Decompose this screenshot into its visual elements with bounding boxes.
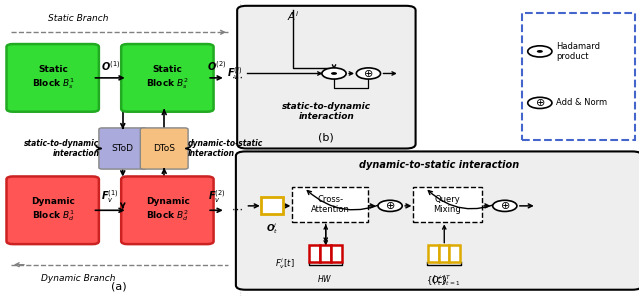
- FancyBboxPatch shape: [236, 151, 640, 290]
- FancyBboxPatch shape: [261, 197, 283, 214]
- FancyBboxPatch shape: [438, 245, 449, 262]
- Text: dynamic-to-static
interaction: dynamic-to-static interaction: [188, 139, 262, 158]
- FancyBboxPatch shape: [309, 245, 320, 262]
- Text: $F_v^i[t]$: $F_v^i[t]$: [275, 256, 294, 271]
- Text: DToS: DToS: [153, 144, 175, 153]
- Text: Static
Block $B_s^2$: Static Block $B_s^2$: [147, 65, 189, 91]
- Text: (a): (a): [111, 281, 127, 291]
- Text: $\oplus$: $\oplus$: [534, 97, 545, 108]
- Text: static-to-dynamic
interaction: static-to-dynamic interaction: [24, 139, 100, 158]
- Text: Add & Norm: Add & Norm: [556, 98, 607, 108]
- Text: $\boldsymbol{O}^{(2)}$: $\boldsymbol{O}^{(2)}$: [207, 59, 227, 72]
- Text: $\boldsymbol{F}_v^{(2)}$: $\boldsymbol{F}_v^{(2)}$: [208, 188, 226, 205]
- FancyBboxPatch shape: [522, 13, 636, 140]
- Text: $\oplus$: $\oplus$: [500, 200, 510, 211]
- FancyBboxPatch shape: [320, 245, 331, 262]
- Text: Dynamic
Block $B_d^2$: Dynamic Block $B_d^2$: [146, 197, 189, 223]
- Text: $\cdots$: $\cdots$: [228, 205, 244, 215]
- Text: Static
Block $B_s^1$: Static Block $B_s^1$: [31, 65, 74, 91]
- Circle shape: [331, 72, 337, 75]
- Text: Dynamic Branch: Dynamic Branch: [40, 274, 115, 282]
- Text: $\{O_t^i\}_{t=1}^T$: $\{O_t^i\}_{t=1}^T$: [426, 273, 461, 287]
- FancyBboxPatch shape: [140, 128, 188, 169]
- Text: Query
Mixing: Query Mixing: [433, 195, 461, 214]
- FancyBboxPatch shape: [6, 44, 99, 112]
- FancyBboxPatch shape: [449, 245, 460, 262]
- FancyBboxPatch shape: [99, 128, 147, 169]
- Circle shape: [528, 46, 552, 57]
- FancyBboxPatch shape: [121, 176, 214, 244]
- Text: $\boldsymbol{F}_v^{(1)}$: $\boldsymbol{F}_v^{(1)}$: [102, 188, 119, 205]
- FancyBboxPatch shape: [237, 6, 415, 148]
- Circle shape: [528, 97, 552, 108]
- Text: static-to-dynamic
interaction: static-to-dynamic interaction: [282, 102, 371, 121]
- Text: Cross-
Attention: Cross- Attention: [311, 195, 349, 214]
- Circle shape: [493, 200, 517, 211]
- Circle shape: [378, 200, 402, 211]
- Text: Dynamic
Block $B_d^1$: Dynamic Block $B_d^1$: [31, 197, 75, 223]
- FancyBboxPatch shape: [6, 176, 99, 244]
- Text: $\boldsymbol{F}_v^{(i)}$: $\boldsymbol{F}_v^{(i)}$: [227, 65, 243, 82]
- Text: $HW$: $HW$: [317, 273, 333, 284]
- Circle shape: [356, 68, 381, 79]
- Circle shape: [322, 68, 346, 79]
- Text: $A^i$: $A^i$: [287, 9, 300, 23]
- Text: $\cdots$: $\cdots$: [228, 73, 244, 83]
- Text: $\boldsymbol{O}_t^i$: $\boldsymbol{O}_t^i$: [266, 221, 278, 236]
- FancyBboxPatch shape: [292, 187, 368, 222]
- FancyBboxPatch shape: [121, 44, 214, 112]
- Text: (b): (b): [319, 133, 334, 143]
- Text: SToD: SToD: [112, 144, 134, 153]
- Circle shape: [537, 50, 543, 53]
- Text: $\boldsymbol{O}^{(1)}$: $\boldsymbol{O}^{(1)}$: [100, 59, 120, 72]
- Text: $\oplus$: $\oplus$: [385, 200, 396, 211]
- Text: (c): (c): [432, 274, 447, 285]
- FancyBboxPatch shape: [413, 187, 483, 222]
- FancyBboxPatch shape: [331, 245, 342, 262]
- Text: Static Branch: Static Branch: [47, 15, 108, 23]
- Text: dynamic-to-static interaction: dynamic-to-static interaction: [359, 160, 519, 170]
- Text: Hadamard
product: Hadamard product: [556, 42, 600, 61]
- Text: $\oplus$: $\oplus$: [364, 68, 374, 79]
- FancyBboxPatch shape: [428, 245, 438, 262]
